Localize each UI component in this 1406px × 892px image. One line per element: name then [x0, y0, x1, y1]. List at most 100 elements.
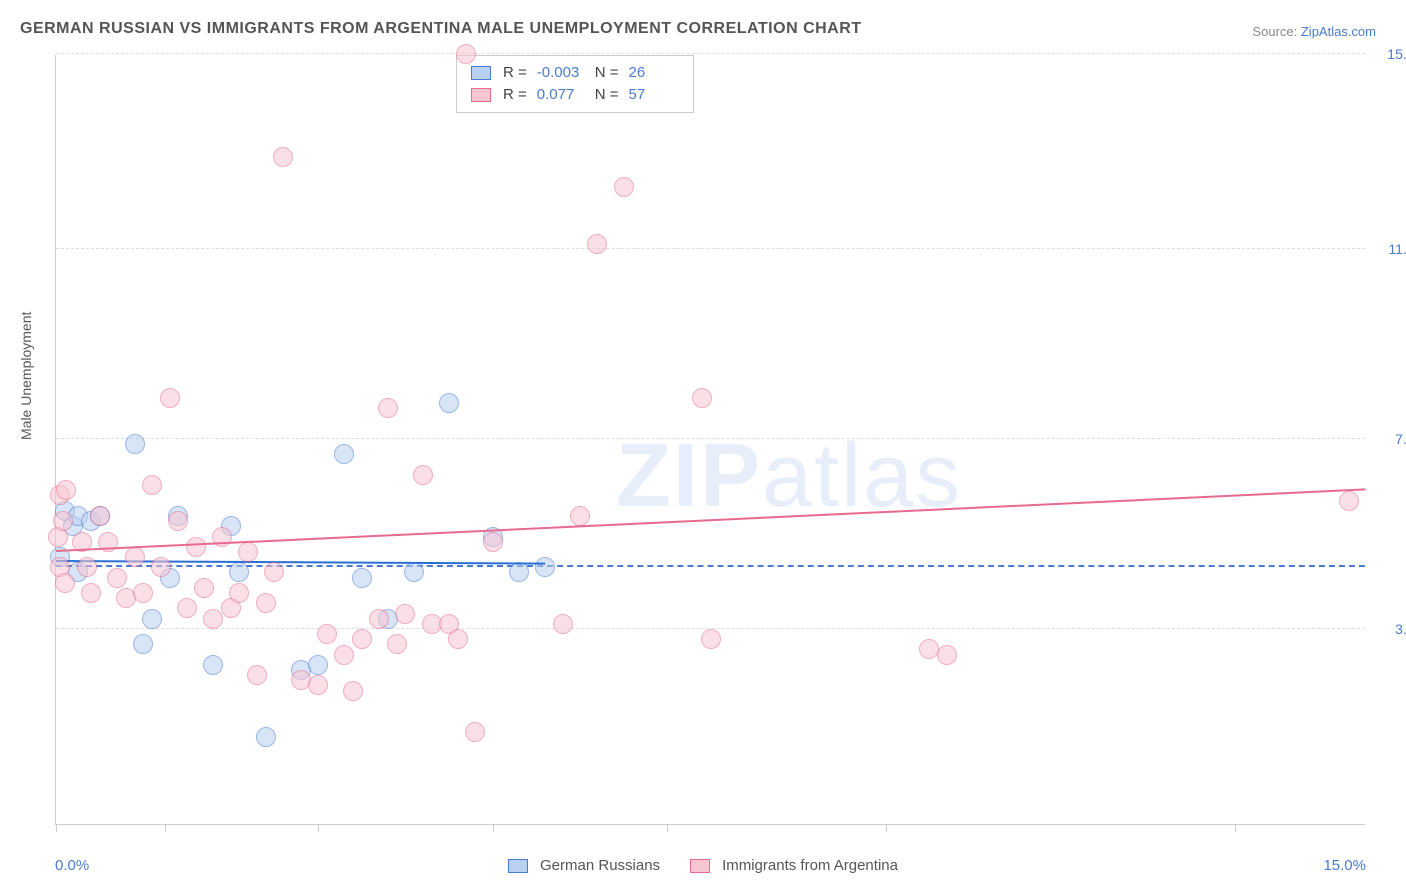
- data-point: [535, 557, 555, 577]
- data-point: [133, 583, 153, 603]
- data-point: [125, 547, 145, 567]
- y-tick-label: 11.2%: [1388, 241, 1406, 257]
- data-point: [168, 511, 188, 531]
- data-point: [142, 609, 162, 629]
- data-point: [256, 727, 276, 747]
- data-point: [90, 506, 110, 526]
- data-point: [456, 44, 476, 64]
- data-point: [238, 542, 258, 562]
- data-point: [56, 480, 76, 500]
- data-point: [509, 562, 529, 582]
- y-tick-label: 3.8%: [1395, 621, 1406, 637]
- data-point: [439, 393, 459, 413]
- data-point: [701, 629, 721, 649]
- swatch-icon: [690, 859, 710, 873]
- data-point: [334, 444, 354, 464]
- data-point: [352, 629, 372, 649]
- x-tick: [165, 824, 166, 832]
- data-point: [553, 614, 573, 634]
- gridline: [56, 438, 1365, 439]
- stat-value-r: -0.003: [537, 62, 587, 84]
- trend-line: [56, 488, 1366, 552]
- x-tick: [318, 824, 319, 832]
- data-point: [387, 634, 407, 654]
- legend: German Russians Immigrants from Argentin…: [0, 857, 1406, 874]
- data-point: [587, 234, 607, 254]
- stat-label-r: R =: [503, 62, 527, 84]
- y-tick-label: 15.0%: [1387, 46, 1406, 62]
- data-point: [256, 593, 276, 613]
- data-point: [151, 557, 171, 577]
- legend-label: Immigrants from Argentina: [722, 857, 898, 874]
- data-point: [570, 506, 590, 526]
- x-tick: [493, 824, 494, 832]
- data-point: [483, 532, 503, 552]
- x-tick: [886, 824, 887, 832]
- data-point: [413, 465, 433, 485]
- data-point: [142, 475, 162, 495]
- data-point: [194, 578, 214, 598]
- data-point: [395, 604, 415, 624]
- stat-label-r: R =: [503, 84, 527, 106]
- x-tick: [1235, 824, 1236, 832]
- source-link[interactable]: ZipAtlas.com: [1301, 24, 1376, 39]
- data-point: [247, 665, 267, 685]
- stat-value-n: 57: [629, 84, 679, 106]
- data-point: [229, 562, 249, 582]
- data-point: [937, 645, 957, 665]
- data-point: [53, 511, 73, 531]
- x-tick: [667, 824, 668, 832]
- swatch-icon: [471, 66, 491, 80]
- stat-value-r: 0.077: [537, 84, 587, 106]
- data-point: [352, 568, 372, 588]
- data-point: [343, 681, 363, 701]
- y-tick-label: 7.5%: [1395, 431, 1406, 447]
- data-point: [133, 634, 153, 654]
- correlation-stats-box: R = -0.003 N = 26 R = 0.077 N = 57: [456, 55, 694, 113]
- data-point: [107, 568, 127, 588]
- y-axis-title: Male Unemployment: [18, 312, 34, 440]
- data-point: [692, 388, 712, 408]
- data-point: [177, 598, 197, 618]
- chart-title: GERMAN RUSSIAN VS IMMIGRANTS FROM ARGENT…: [20, 20, 862, 38]
- data-point: [308, 655, 328, 675]
- data-point: [369, 609, 389, 629]
- data-point: [77, 557, 97, 577]
- stat-label-n: N =: [595, 84, 619, 106]
- stat-row: R = 0.077 N = 57: [471, 84, 679, 106]
- data-point: [160, 388, 180, 408]
- data-point: [125, 434, 145, 454]
- source-label: Source:: [1252, 24, 1297, 39]
- avg-reference-line: [56, 565, 1365, 567]
- data-point: [203, 609, 223, 629]
- data-point: [308, 675, 328, 695]
- data-point: [465, 722, 485, 742]
- data-point: [334, 645, 354, 665]
- data-point: [186, 537, 206, 557]
- data-point: [55, 573, 75, 593]
- data-point: [448, 629, 468, 649]
- gridline: [56, 53, 1365, 54]
- plot-area: ZIPatlas R = -0.003 N = 26 R = 0.077 N =…: [55, 55, 1365, 825]
- watermark: ZIPatlas: [616, 425, 962, 528]
- stat-value-n: 26: [629, 62, 679, 84]
- data-point: [203, 655, 223, 675]
- data-point: [229, 583, 249, 603]
- data-point: [404, 562, 424, 582]
- data-point: [81, 583, 101, 603]
- data-point: [317, 624, 337, 644]
- data-point: [614, 177, 634, 197]
- data-point: [1339, 491, 1359, 511]
- x-tick: [56, 824, 57, 832]
- data-point: [264, 562, 284, 582]
- swatch-icon: [471, 88, 491, 102]
- legend-item: Immigrants from Argentina: [690, 857, 898, 874]
- data-point: [273, 147, 293, 167]
- gridline: [56, 248, 1365, 249]
- swatch-icon: [508, 859, 528, 873]
- data-point: [378, 398, 398, 418]
- stat-row: R = -0.003 N = 26: [471, 62, 679, 84]
- source-attribution: Source: ZipAtlas.com: [1252, 24, 1376, 39]
- legend-label: German Russians: [540, 857, 660, 874]
- legend-item: German Russians: [508, 857, 660, 874]
